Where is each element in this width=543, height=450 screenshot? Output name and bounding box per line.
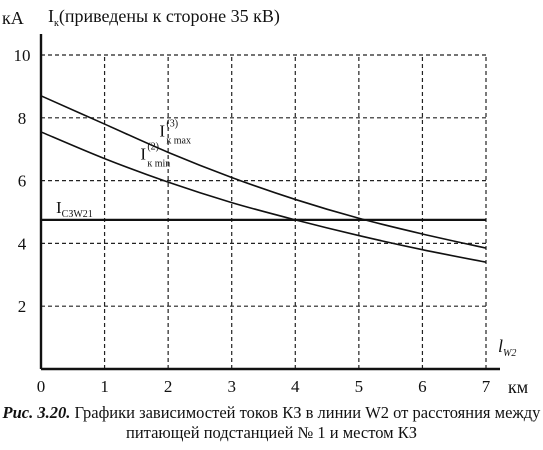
- y-tick-label-10: 10: [14, 46, 31, 65]
- chart-title-sub: к: [54, 18, 59, 29]
- threshold-label-main: I: [56, 198, 62, 217]
- series-label-1-sup: (3): [166, 119, 178, 130]
- chart: 0 1 2 3 4 5 6 7 2 4 6 8 10 кА км Iк(приведены к стороне…: [2, 6, 528, 397]
- x-tick-label-5: 5: [355, 377, 364, 396]
- x-tick-label-1: 1: [100, 377, 109, 396]
- threshold-label: IСЗW21: [56, 198, 93, 220]
- series-line-2: [40, 131, 487, 264]
- axes: [39, 34, 500, 371]
- x-axis-label-sub: W2: [503, 348, 516, 359]
- y-tick-label-4: 4: [18, 234, 27, 253]
- series-label-1-sub: к max: [166, 136, 191, 147]
- series-label-2: I(2) к min: [140, 141, 170, 169]
- chart-title: Iк(приведены к стороне 35 кВ): [48, 6, 280, 29]
- x-tick-label-4: 4: [291, 377, 300, 396]
- series-label-2-sub: к min: [147, 158, 170, 169]
- x-tick-label-6: 6: [418, 377, 427, 396]
- x-tick-label-3: 3: [227, 377, 236, 396]
- x-tick-label-7: 7: [482, 377, 491, 396]
- x-axis-label: lW2: [498, 336, 516, 359]
- series-layer: [40, 95, 487, 264]
- y-tick-label-2: 2: [18, 297, 27, 316]
- chart-title-main: I: [48, 6, 54, 26]
- series-label-2-sup: (2): [147, 141, 159, 152]
- figure-caption: Рис. 3.20. Графики зависимостей токов КЗ…: [0, 403, 543, 443]
- grid-lines: [41, 54, 487, 369]
- y-unit-label: кА: [2, 8, 24, 28]
- caption-text: Графики зависимостей токов КЗ в линии W2…: [70, 403, 541, 442]
- series-label-1-main: I: [159, 122, 165, 141]
- series-label-2-main: I: [140, 144, 146, 163]
- threshold-label-sub: СЗW21: [62, 209, 93, 220]
- x-tick-label-2: 2: [164, 377, 173, 396]
- y-tick-label-6: 6: [18, 172, 27, 191]
- x-unit-label: км: [508, 377, 528, 397]
- x-axis-label-main: l: [498, 336, 503, 356]
- x-tick-label-0: 0: [37, 377, 46, 396]
- labels-layer: 0 1 2 3 4 5 6 7 2 4 6 8 10 кА км Iк(приведены к стороне…: [2, 6, 528, 397]
- series-line-1: [40, 95, 487, 249]
- y-tick-label-8: 8: [18, 109, 27, 128]
- series-label-1: I(3) к max: [159, 119, 191, 147]
- chart-title-rest: (приведены к стороне 35 кВ): [59, 6, 280, 27]
- caption-prefix: Рис. 3.20.: [2, 403, 71, 422]
